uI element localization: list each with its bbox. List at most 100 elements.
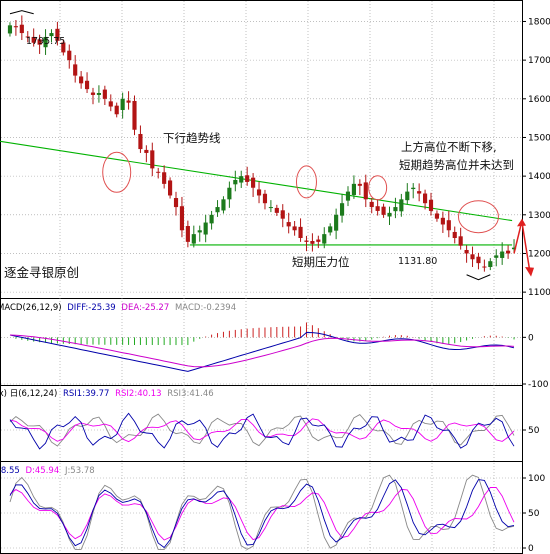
rsi-header-rsi3: RSI3:41.46 bbox=[167, 389, 213, 399]
low-bracket bbox=[466, 274, 491, 281]
rsi-header: RSI (Relative Strength Index) 日(6,12,24)… bbox=[0, 389, 214, 399]
candle-58 bbox=[351, 175, 356, 199]
kdj-header-k: K:48.55 bbox=[0, 466, 20, 476]
candle-body-65 bbox=[393, 207, 398, 212]
candle-79 bbox=[476, 252, 481, 270]
macd-tick-label-1: -100 bbox=[528, 380, 549, 390]
candle-body-57 bbox=[345, 191, 351, 201]
candle-5 bbox=[37, 34, 42, 54]
candle-body-5 bbox=[37, 39, 42, 45]
candle-75 bbox=[452, 226, 457, 244]
candle-81 bbox=[488, 258, 493, 271]
candle-body-35 bbox=[215, 207, 220, 213]
candle-62 bbox=[375, 199, 380, 216]
candle-26 bbox=[162, 165, 167, 189]
candle-body-50 bbox=[304, 240, 309, 242]
macd-layer bbox=[9, 322, 515, 372]
candle-body-64 bbox=[387, 212, 392, 217]
candle-body-16 bbox=[102, 89, 107, 99]
candle-39 bbox=[239, 170, 244, 188]
y-axis-layer: 1800 1700 1600 1500 1400 1300 1200 1100 0 -100 50 1… bbox=[522, 17, 550, 554]
candle-15 bbox=[96, 85, 101, 103]
candle-body-73 bbox=[440, 217, 445, 225]
rsi-header-rsi2: RSI2:40.13 bbox=[115, 389, 161, 399]
candle-body-8 bbox=[55, 28, 60, 41]
candle-28 bbox=[173, 191, 179, 216]
candle-body-27 bbox=[168, 180, 173, 196]
candle-38 bbox=[233, 170, 238, 192]
candle-body-10 bbox=[67, 50, 72, 61]
candle-body-82 bbox=[494, 255, 499, 258]
kdj-header-d: D:45.94 bbox=[25, 466, 59, 476]
candle-body-45 bbox=[274, 207, 279, 213]
resistance-annotation: 短期压力位 bbox=[292, 255, 350, 269]
candle-25 bbox=[156, 167, 161, 179]
candle-body-67 bbox=[405, 191, 410, 201]
candle-body-32 bbox=[197, 230, 202, 233]
candle-71 bbox=[428, 192, 434, 216]
candle-52 bbox=[316, 235, 321, 249]
high-point-label: 1795.75 bbox=[26, 36, 65, 47]
candle-72 bbox=[434, 210, 440, 222]
candle-80 bbox=[482, 259, 487, 272]
candle-17 bbox=[108, 94, 113, 112]
candle-18 bbox=[114, 102, 119, 118]
candle-body-49 bbox=[298, 226, 303, 238]
candle-body-52 bbox=[316, 239, 321, 242]
candle-body-2 bbox=[19, 24, 24, 34]
note-line-1: 上方高位不断下移, bbox=[401, 140, 497, 154]
candle-body-72 bbox=[434, 213, 440, 219]
candle-body-58 bbox=[351, 183, 356, 196]
candle-body-31 bbox=[191, 234, 196, 244]
candle-48 bbox=[292, 220, 297, 236]
candle-1 bbox=[13, 19, 18, 36]
candle-body-24 bbox=[150, 150, 155, 169]
candle-83 bbox=[500, 242, 505, 265]
kdj-tick-label-2: 0 bbox=[528, 544, 534, 554]
candle-body-77 bbox=[464, 249, 469, 254]
candle-64 bbox=[387, 206, 392, 226]
price-tick-label-1: 1700 bbox=[528, 56, 550, 66]
candle-body-74 bbox=[446, 220, 451, 231]
candle-body-71 bbox=[428, 199, 434, 211]
candle-55 bbox=[334, 208, 339, 240]
candle-27 bbox=[168, 177, 173, 199]
candle-20 bbox=[126, 91, 131, 110]
kdj-panel-frame bbox=[0, 461, 523, 554]
candle-body-42 bbox=[256, 189, 262, 196]
candle-body-66 bbox=[399, 199, 404, 212]
candle-2 bbox=[19, 15, 24, 41]
candle-56 bbox=[339, 193, 345, 223]
candle-body-3 bbox=[25, 36, 30, 38]
candle-82 bbox=[494, 249, 499, 267]
price-tick-label-3: 1500 bbox=[528, 133, 550, 143]
candle-body-12 bbox=[79, 76, 84, 84]
macd-diff-line bbox=[9, 331, 515, 372]
candle-70 bbox=[423, 189, 428, 210]
candle-11 bbox=[73, 55, 78, 83]
candle-51 bbox=[310, 233, 315, 252]
macd-tick-label-0: 0 bbox=[528, 333, 534, 343]
kdj-tick-label-1: 50 bbox=[528, 509, 540, 519]
candle-body-62 bbox=[375, 206, 380, 211]
candle-23 bbox=[144, 145, 149, 163]
candle-body-17 bbox=[108, 101, 113, 107]
candle-body-11 bbox=[73, 64, 78, 76]
candle-3 bbox=[25, 31, 30, 43]
candle-body-28 bbox=[173, 198, 179, 208]
candle-84 bbox=[506, 245, 511, 259]
candle-body-63 bbox=[381, 206, 386, 215]
down-arrow-line bbox=[521, 222, 531, 273]
candle-body-23 bbox=[144, 149, 149, 153]
candle-body-85 bbox=[511, 247, 517, 250]
candle-7 bbox=[49, 29, 54, 43]
candle-30 bbox=[185, 220, 190, 248]
macd-header-diff: DIFF:-25.39 bbox=[67, 303, 115, 313]
candle-6 bbox=[43, 29, 48, 55]
low-point-label: 1131.80 bbox=[398, 256, 437, 267]
candle-body-37 bbox=[227, 187, 232, 200]
candle-0 bbox=[7, 22, 13, 37]
candle-33 bbox=[203, 214, 208, 243]
candle-body-83 bbox=[500, 251, 505, 258]
